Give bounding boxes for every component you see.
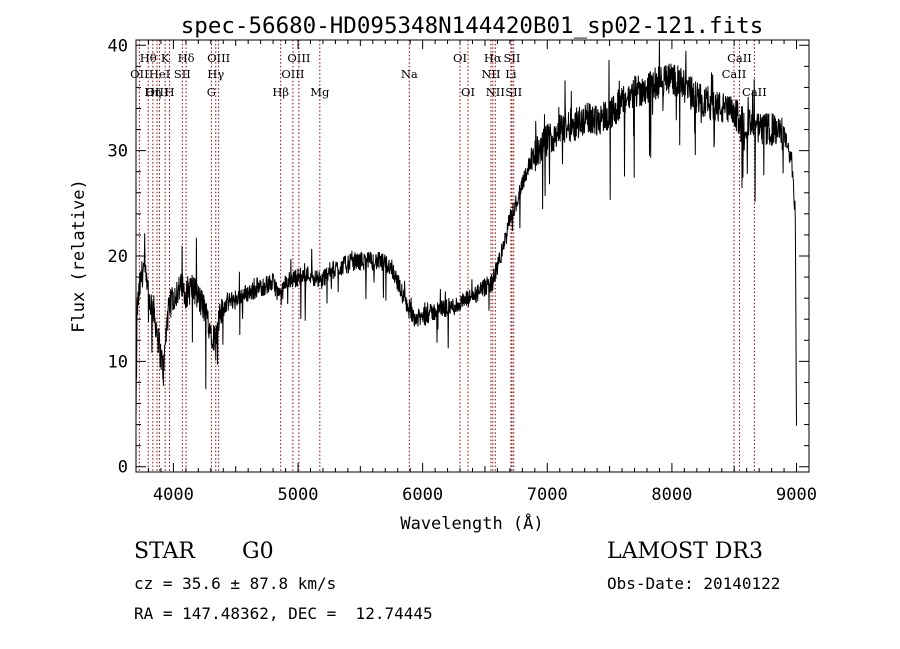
x-tick-label: 8000 xyxy=(651,485,692,505)
spectral-subclass: G0 xyxy=(242,539,274,564)
x-tick-label: 4000 xyxy=(153,485,194,505)
redshift-readout: cz = 35.6 ± 87.8 km/s xyxy=(134,574,337,593)
y-tick-label: 0 xyxy=(118,458,128,478)
chart-title: spec-56680-HD095348N144420B01_sp02-121.f… xyxy=(181,13,763,39)
spectrum-line xyxy=(135,42,797,426)
line-label-13: OIII xyxy=(281,67,304,81)
line-label-5: Hη xyxy=(144,85,161,99)
x-tick-label: 5000 xyxy=(278,485,319,505)
y-tick-label: 40 xyxy=(108,36,128,56)
survey-name: LAMOST DR3 xyxy=(607,539,763,564)
coordinates-readout: RA = 147.48362, DEC = 12.74445 xyxy=(134,604,433,623)
line-label-16: Na xyxy=(401,67,418,81)
line-label-14: Hβ xyxy=(272,85,289,99)
line-label-18: OI xyxy=(461,85,475,99)
y-tick-label: 30 xyxy=(108,142,128,162)
line-label-19: Hα xyxy=(484,51,502,65)
line-label-12: OIII xyxy=(287,51,310,65)
line-label-9: OIII xyxy=(207,51,230,65)
y-tick-label: 20 xyxy=(108,247,128,267)
line-label-21: NII xyxy=(486,85,505,99)
object-type: STAR xyxy=(134,539,195,564)
line-label-20: NII xyxy=(481,67,500,81)
line-label-6: SII xyxy=(174,67,191,81)
line-label-23: Li xyxy=(505,67,517,81)
x-tick-label: 6000 xyxy=(402,485,443,505)
line-label-10: Hγ xyxy=(207,67,224,81)
line-label-8: Hδ xyxy=(178,51,195,65)
line-label-11: G xyxy=(207,85,216,99)
x-axis: 4000 5000 6000 7000 8000 9000 xyxy=(147,40,817,505)
x-axis-label: Wavelength (Å) xyxy=(400,512,543,534)
y-axis: 0 10 20 30 40 xyxy=(108,36,809,478)
line-label-2: OIII xyxy=(146,85,169,99)
line-label-3: K xyxy=(161,51,170,65)
line-label-4: HeI xyxy=(149,67,170,81)
line-label-17: OI xyxy=(453,51,467,65)
y-axis-label: Flux (relative) xyxy=(69,179,89,333)
line-label-26: CaII xyxy=(722,67,747,81)
line-label-25: CaII xyxy=(727,51,752,65)
observation-date: Obs-Date: 20140122 xyxy=(607,574,781,593)
x-tick-label: 7000 xyxy=(527,485,568,505)
line-markers xyxy=(138,40,755,472)
x-tick-label: 9000 xyxy=(776,485,817,505)
line-label-7: H xyxy=(165,85,175,99)
line-marker-labels: Hθ OII OIII K HeI Hη SII H Hδ OIII Hγ G OIII OIII Hβ Mg… xyxy=(130,51,767,99)
line-label-1: OII xyxy=(130,67,149,81)
line-label-24: SII xyxy=(505,85,522,99)
line-label-15: Mg xyxy=(310,85,330,99)
line-label-0: Hθ xyxy=(140,51,157,65)
line-label-22: SII xyxy=(504,51,521,65)
y-tick-label: 10 xyxy=(108,352,128,372)
